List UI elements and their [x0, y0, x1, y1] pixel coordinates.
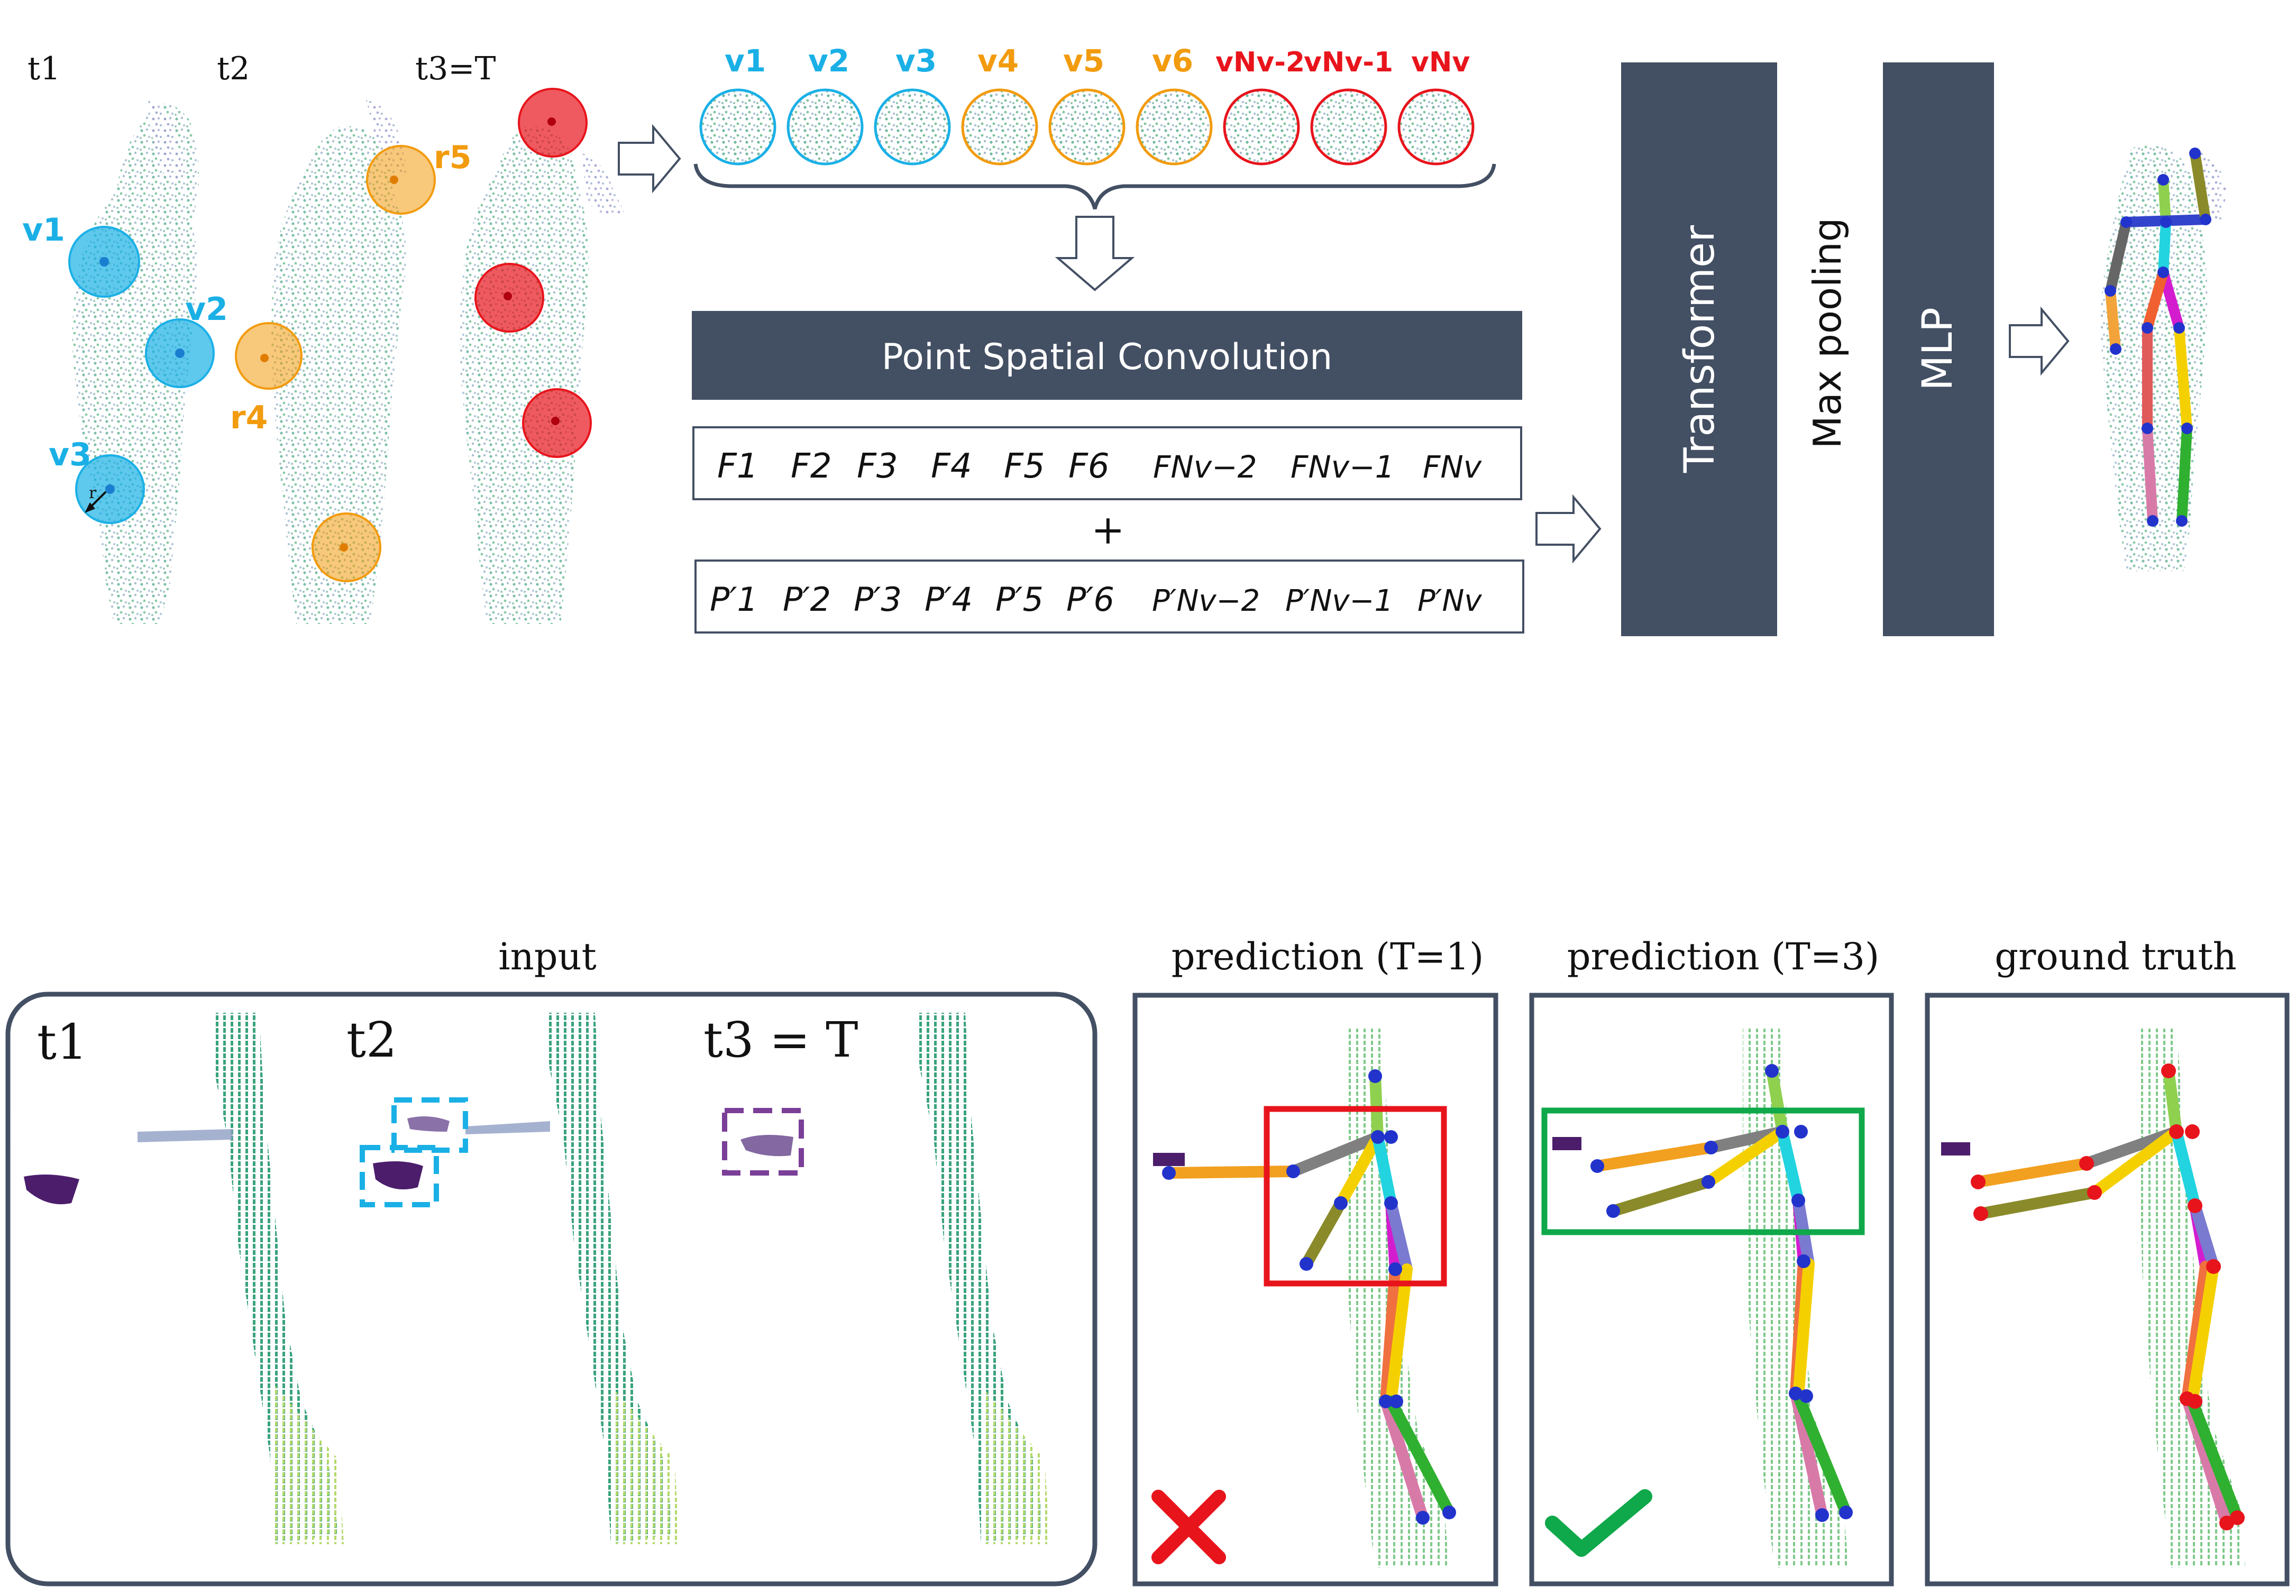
row-label: v2 — [808, 43, 849, 79]
psc-label: Point Spatial Convolution — [882, 336, 1332, 378]
row-label: vNv-1 — [1304, 47, 1393, 78]
input-title: input — [498, 935, 597, 978]
transformer-block — [1621, 62, 1777, 636]
feature-token: FNv−2 — [1153, 449, 1257, 485]
cluster-label-v1: v1 — [22, 212, 65, 249]
point-cloud-frames: t1 t2 t3=T r v1 — [22, 50, 624, 625]
panel-title-t1: prediction (T=1) — [1172, 935, 1484, 978]
neighborhood-circle — [1136, 88, 1213, 166]
cluster-label-r5: r5 — [434, 139, 471, 176]
feature-token: FNv−1 — [1291, 449, 1395, 485]
position-token: P′5 — [995, 580, 1044, 619]
error-highlight-box — [1264, 1106, 1447, 1287]
feature-token: F1 — [717, 447, 758, 486]
neighborhood-circle — [1048, 88, 1126, 166]
position-token: P′Nv−2 — [1152, 584, 1260, 618]
radius-label: r — [89, 484, 97, 502]
position-tokens: P′1 P′2 P′3 P′4 P′5 P′6 P′Nv−2 P′Nv−1 P′… — [710, 580, 1482, 619]
arrow-down-icon — [1055, 216, 1135, 291]
position-token: P′6 — [1066, 580, 1114, 619]
correct-highlight-box — [1541, 1107, 1865, 1235]
callout-box-blue — [360, 1145, 439, 1207]
position-token: P′2 — [783, 580, 831, 619]
neighborhood-circle — [1310, 88, 1387, 166]
arrow-right-icon — [2009, 306, 2070, 376]
time-label-t1: t1 — [28, 50, 60, 87]
time-label-t2: t2 — [217, 50, 250, 87]
max-pooling-label: Max pooling — [1805, 218, 1850, 449]
cross-icon — [1151, 1490, 1226, 1564]
input-frame-t1 — [24, 1013, 344, 1544]
plus-sign: + — [1091, 506, 1125, 553]
input-time-label-t3: t3 = T — [703, 1012, 858, 1068]
feature-token: F6 — [1068, 447, 1110, 486]
position-token: P′3 — [854, 580, 902, 619]
brace-icon — [693, 163, 1496, 209]
position-token: P′Nv — [1417, 584, 1482, 618]
prediction-t1-skeleton — [1153, 1029, 1456, 1568]
arrow-right-icon — [1535, 494, 1602, 564]
feature-token: F3 — [857, 447, 898, 486]
callout-box-blue — [391, 1097, 468, 1153]
input-time-label-t2: t2 — [346, 1012, 397, 1068]
feature-token: F4 — [931, 447, 972, 486]
row-label: vNv — [1411, 47, 1470, 78]
neighborhood-circle — [1223, 88, 1300, 166]
neighborhood-circle — [874, 88, 951, 166]
feature-tokens: F1 F2 F3 F4 F5 F6 FNv−2 FNv−1 FNv — [717, 447, 1483, 486]
transformer-label: Transformer — [1676, 225, 1724, 473]
input-time-label-t1: t1 — [37, 1014, 88, 1070]
row-label: v6 — [1152, 43, 1193, 79]
sample-circles: r — [68, 88, 592, 582]
callout-box-purple — [722, 1108, 804, 1176]
point-spatial-convolution-block — [692, 311, 1522, 400]
position-token: P′1 — [710, 580, 758, 619]
cluster-label-v3: v3 — [49, 436, 92, 473]
mlp-label: MLP — [1914, 307, 1962, 391]
cluster-label-r4: r4 — [230, 399, 268, 436]
cluster-label-v2: v2 — [185, 291, 228, 328]
check-icon — [1545, 1489, 1652, 1557]
ground-truth-skeleton — [1941, 1029, 2245, 1568]
neighborhood-circle — [1397, 88, 1475, 166]
neighborhood-circle — [786, 88, 864, 166]
output-skeleton — [2100, 145, 2227, 571]
input-frame-t2 — [373, 1013, 680, 1544]
position-token: P′4 — [925, 580, 973, 619]
feature-row — [692, 426, 1522, 500]
row-label: v4 — [977, 43, 1019, 79]
neighborhood-circle — [961, 88, 1038, 166]
neighborhood-circle — [699, 88, 776, 166]
input-frame-t3 — [740, 1013, 1050, 1544]
point-cloud-t3 — [459, 126, 624, 625]
feature-token: FNv — [1423, 449, 1483, 485]
mlp-block — [1883, 62, 1994, 636]
time-label-t3: t3=T — [415, 50, 496, 87]
row-label: v3 — [895, 43, 937, 79]
neighborhood-row — [699, 88, 1475, 166]
row-label: v1 — [725, 43, 766, 79]
position-token: P′Nv−1 — [1285, 584, 1393, 618]
position-row — [694, 559, 1524, 634]
prediction-t3-skeleton — [1541, 1029, 1865, 1568]
feature-token: F2 — [791, 447, 832, 486]
panel-title-gt: ground truth — [1995, 935, 2237, 978]
panel-title-t3: prediction (T=3) — [1567, 935, 1880, 978]
arrow-right-icon — [618, 124, 681, 194]
row-label: vNv-2 — [1215, 47, 1305, 78]
row-label: v5 — [1063, 43, 1104, 79]
neighborhood-row-labels: v1 v2 v3 v4 v5 v6 vNv-2 vNv-1 vNv — [725, 43, 1470, 79]
feature-token: F5 — [1004, 447, 1045, 486]
